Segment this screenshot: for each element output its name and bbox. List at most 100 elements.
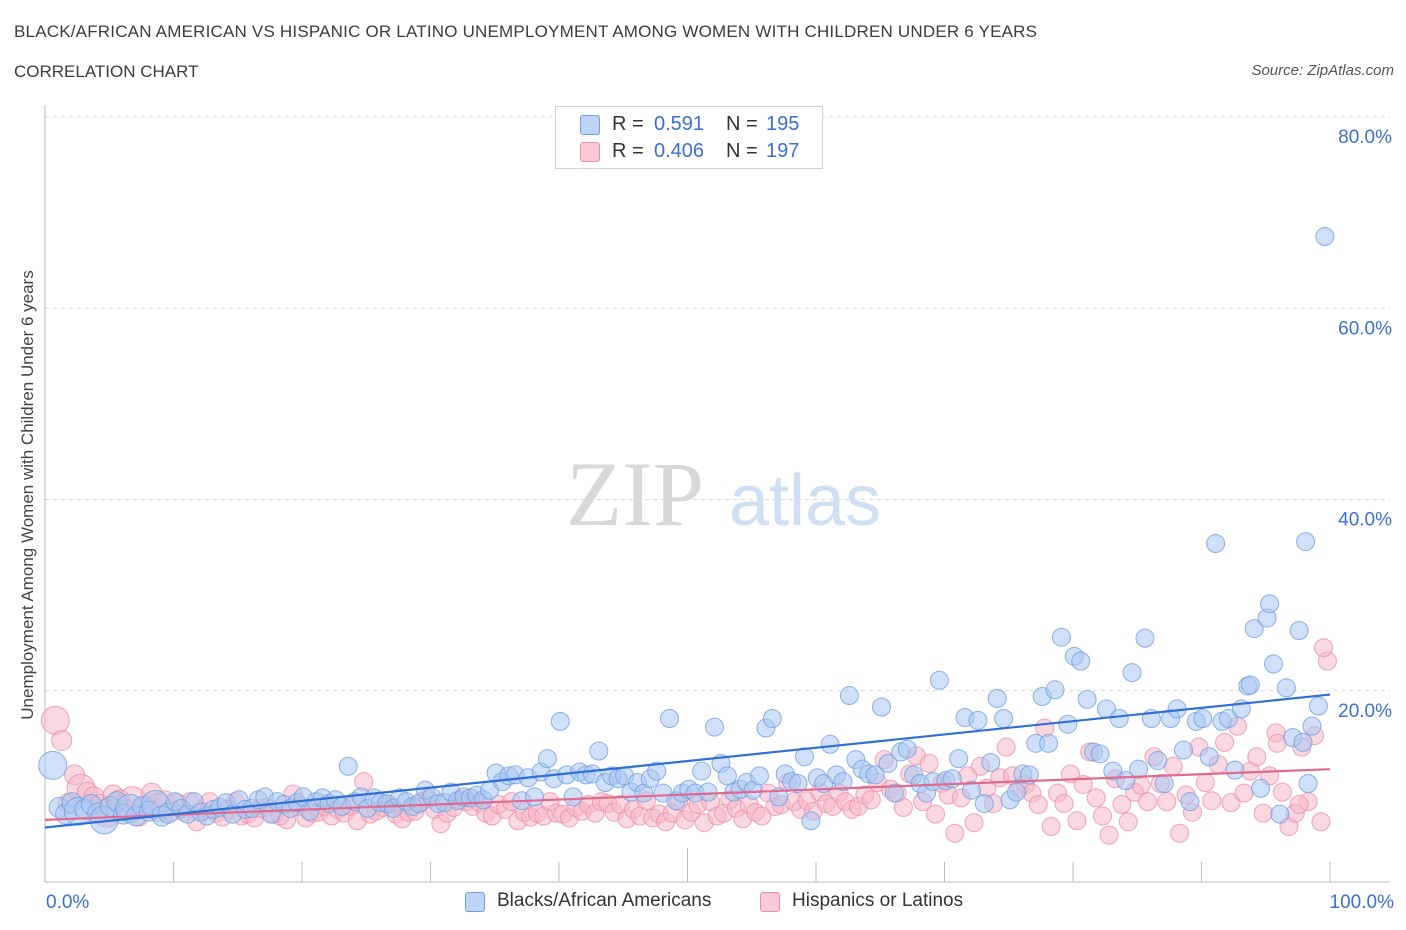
legend-swatch-pink [580, 142, 600, 162]
hispanic-point [996, 737, 1016, 757]
hispanic-point [1118, 812, 1138, 832]
black-point [749, 766, 769, 786]
hispanic-point [1157, 792, 1177, 812]
hispanic-point [1086, 788, 1106, 808]
bottom-legend-label: Blacks/African Americans [497, 890, 712, 911]
black-point [698, 782, 718, 802]
black-point [1148, 751, 1168, 771]
bottom-legend-swatch-pink [760, 892, 780, 912]
black-point [820, 734, 840, 754]
bottom-legend-swatch-blue [465, 892, 485, 912]
hispanic-point [1234, 783, 1254, 803]
black-point [788, 774, 808, 794]
y-tick-label: 80.0% [1338, 127, 1392, 148]
black-point [692, 761, 712, 781]
black-point [1296, 532, 1316, 552]
black-point [1225, 760, 1245, 780]
hispanic-point [1093, 806, 1113, 826]
chart-subtitle: CORRELATION CHART [14, 62, 199, 81]
black-point [1298, 774, 1318, 794]
black-point [1039, 733, 1059, 753]
black-point [1293, 732, 1313, 752]
black-point [704, 717, 724, 737]
black-point [717, 766, 737, 786]
hispanic-point [1215, 732, 1235, 752]
black-point [1129, 759, 1149, 779]
hispanic-point [945, 823, 965, 843]
hispanic-point [919, 753, 939, 773]
x-tick-label: 0.0% [46, 892, 89, 913]
black-point [1206, 533, 1226, 553]
black-point [1244, 619, 1264, 639]
black-point [550, 711, 570, 731]
black-point [38, 750, 68, 780]
black-point [762, 708, 782, 728]
x-tick-label: 100.0% [1330, 892, 1395, 913]
black-point [1174, 740, 1194, 760]
tick-labels: 20.0% 40.0% 60.0% 80.0% 0.0% 100.0% [46, 127, 1394, 913]
black-point [647, 761, 667, 781]
black-point [1109, 708, 1129, 728]
hispanic-point [1041, 817, 1061, 837]
black-point [1315, 227, 1335, 247]
bottom-legend-label: Hispanics or Latinos [792, 890, 964, 911]
watermark-atlas: atlas [729, 461, 881, 541]
black-point [839, 686, 859, 706]
hispanic-point [1311, 812, 1331, 832]
black-point [872, 697, 892, 717]
black-point [1006, 782, 1026, 802]
black-point [1122, 663, 1142, 683]
hispanic-point [1170, 823, 1190, 843]
black-point [974, 794, 994, 814]
hispanic-point [1202, 791, 1222, 811]
black-point [525, 787, 545, 807]
black-point [589, 741, 609, 761]
black-point [865, 765, 885, 785]
y-tick-label: 40.0% [1338, 510, 1392, 531]
hispanic-point [1054, 794, 1074, 814]
gridlines [45, 116, 1390, 692]
hispanic-point [1221, 793, 1241, 813]
black-point [1251, 778, 1271, 798]
hispanic-point [1314, 638, 1334, 658]
black-point [1045, 680, 1065, 700]
black-point [994, 708, 1014, 728]
black-point [1260, 594, 1280, 614]
legend-r-label: R = [612, 140, 644, 162]
hispanic-point [1195, 773, 1215, 793]
hispanic-point [51, 729, 73, 751]
black-point [1051, 627, 1071, 647]
black-point [1180, 792, 1200, 812]
hispanic-point [1247, 747, 1267, 767]
legend-r-label: R = [612, 113, 644, 135]
y-tick-label: 60.0% [1338, 318, 1392, 339]
hispanic-point [1289, 795, 1309, 815]
black-point [794, 747, 814, 767]
black-point [981, 752, 1001, 772]
y-axis-label: Unemployment Among Women with Children U… [18, 270, 37, 720]
y-tick-label: 20.0% [1338, 701, 1392, 722]
black-points [38, 227, 1335, 835]
black-point [833, 772, 853, 792]
hispanic-point [1067, 811, 1087, 831]
hispanic-point [1028, 795, 1048, 815]
black-point [949, 749, 969, 769]
hispanic-point [1099, 825, 1119, 845]
watermark-zip: ZIP [566, 443, 704, 545]
black-point [1240, 675, 1260, 695]
black-point [1263, 654, 1283, 674]
legend-r-value: 0.406 [654, 140, 705, 162]
black-point [897, 739, 917, 759]
black-point [1135, 628, 1155, 648]
black-point [1308, 696, 1328, 716]
black-point [660, 708, 680, 728]
legend-n-label: N = [726, 113, 758, 135]
hispanic-point [964, 813, 984, 833]
black-point [1199, 747, 1219, 767]
legend-n-label: N = [726, 140, 758, 162]
black-point [338, 756, 358, 776]
black-point [1193, 708, 1213, 728]
chart-title: BLACK/AFRICAN AMERICAN VS HISPANIC OR LA… [14, 22, 1038, 41]
black-point [801, 811, 821, 831]
